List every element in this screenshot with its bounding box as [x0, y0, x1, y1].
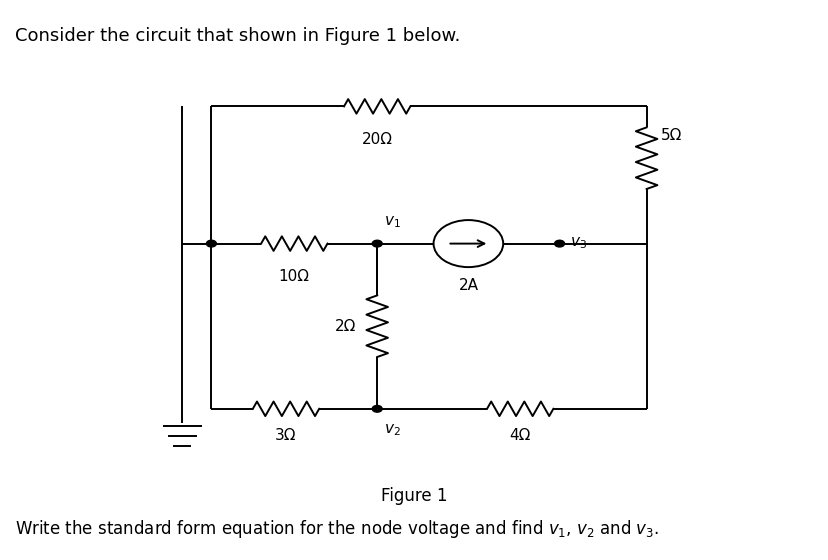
Text: 10Ω: 10Ω	[278, 269, 310, 284]
Text: $v_1$: $v_1$	[383, 214, 400, 230]
Text: 2A: 2A	[458, 278, 478, 293]
Text: Consider the circuit that shown in Figure 1 below.: Consider the circuit that shown in Figur…	[15, 27, 460, 45]
Text: Figure 1: Figure 1	[381, 487, 447, 505]
Text: 20Ω: 20Ω	[361, 132, 392, 147]
Circle shape	[433, 220, 503, 267]
Text: 5Ω: 5Ω	[660, 128, 681, 143]
Circle shape	[554, 240, 564, 247]
Text: 4Ω: 4Ω	[509, 428, 530, 444]
Text: 3Ω: 3Ω	[275, 428, 296, 444]
Text: $v_3$: $v_3$	[569, 236, 585, 251]
Circle shape	[372, 405, 382, 412]
Text: 2Ω: 2Ω	[335, 319, 356, 334]
Text: Write the standard form equation for the node voltage and find $v_1$, $v_2$ and : Write the standard form equation for the…	[15, 518, 658, 540]
Circle shape	[372, 240, 382, 247]
Circle shape	[206, 240, 216, 247]
Text: $v_2$: $v_2$	[383, 423, 400, 438]
